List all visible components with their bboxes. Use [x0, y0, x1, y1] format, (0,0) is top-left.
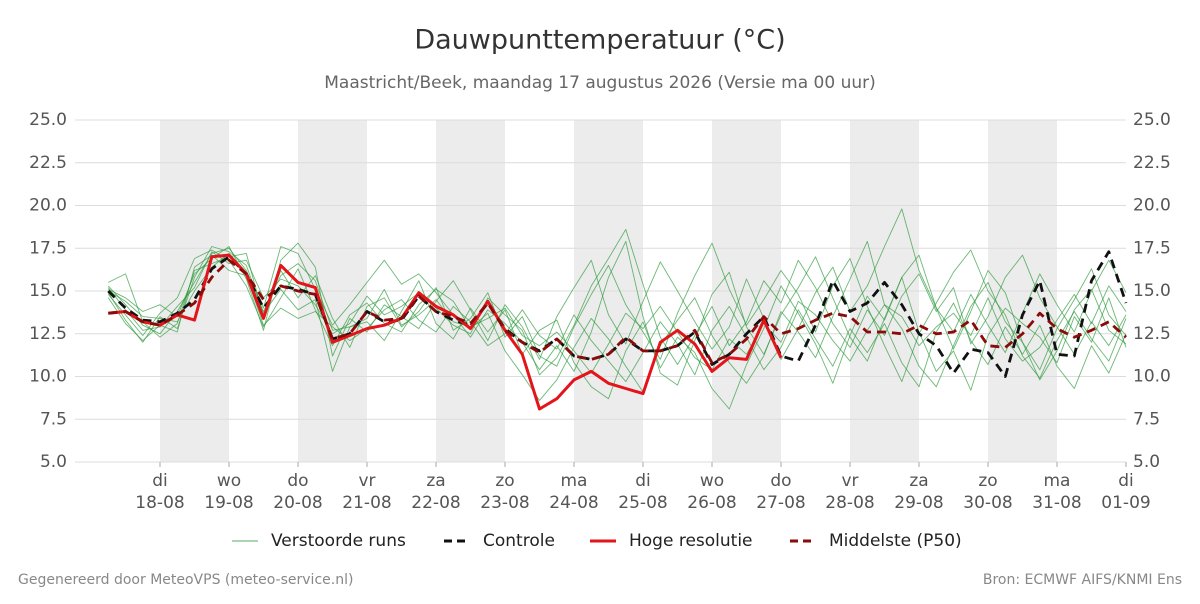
legend-label: Verstoorde runs [271, 531, 406, 551]
x-tick-day: wo [700, 471, 724, 491]
y-tick-label: 5.0 [40, 452, 67, 472]
x-tick-label: 23-08 [480, 493, 529, 513]
y2-tick-label: 22.5 [1133, 153, 1171, 173]
ensemble-line [107, 240, 1127, 401]
y2-tick-label: 25.0 [1133, 110, 1171, 130]
x-tick-day: vr [841, 471, 858, 491]
x-tick-label: 24-08 [549, 493, 598, 513]
x-tick-day: za [426, 471, 445, 491]
x-tick-label: 28-08 [825, 493, 874, 513]
y-tick-label: 17.5 [29, 238, 67, 258]
x-tick-day: vr [358, 471, 375, 491]
y-tick-label: 12.5 [29, 324, 67, 344]
y-tick-label: 7.5 [40, 409, 67, 429]
x-tick-label: 31-08 [1032, 493, 1081, 513]
x-tick-label: 01-09 [1101, 493, 1150, 513]
y2-tick-label: 12.5 [1133, 324, 1171, 344]
x-tick-label: 19-08 [204, 493, 253, 513]
y-tick-label: 22.5 [29, 153, 67, 173]
x-tick-label: 30-08 [963, 493, 1012, 513]
x-tick-day: do [770, 471, 791, 491]
y-tick-label: 15.0 [29, 281, 67, 301]
legend-label: Controle [483, 531, 555, 551]
y-tick-label: 10.0 [29, 367, 67, 387]
x-tick-label: 18-08 [135, 493, 184, 513]
y2-tick-label: 20.0 [1133, 196, 1171, 216]
x-tick-day: wo [217, 471, 241, 491]
y2-tick-label: 5.0 [1133, 452, 1160, 472]
x-tick-day: za [909, 471, 928, 491]
x-tick-day: di [152, 471, 168, 491]
legend-label: Middelste (P50) [829, 531, 962, 551]
x-tick-label: 20-08 [273, 493, 322, 513]
y2-tick-label: 7.5 [1133, 409, 1160, 429]
x-tick-day: di [1118, 471, 1134, 491]
ensemble-line [107, 254, 1127, 389]
y-tick-label: 20.0 [29, 196, 67, 216]
x-tick-label: 26-08 [687, 493, 736, 513]
x-tick-label: 25-08 [618, 493, 667, 513]
x-tick-label: 27-08 [756, 493, 805, 513]
x-tick-day: zo [495, 471, 514, 491]
x-tick-label: 22-08 [411, 493, 460, 513]
x-tick-day: zo [978, 471, 997, 491]
y-tick-label: 25.0 [29, 110, 67, 130]
x-tick-day: ma [561, 471, 588, 491]
footer-source: Bron: ECMWF AIFS/KNMI Ens [983, 572, 1182, 588]
y2-tick-label: 10.0 [1133, 367, 1171, 387]
x-tick-label: 21-08 [342, 493, 391, 513]
x-tick-day: ma [1044, 471, 1071, 491]
chart-subtitle: Maastricht/Beek, maandag 17 augustus 202… [324, 73, 876, 93]
series-line [108, 253, 783, 411]
series-line [107, 250, 1128, 378]
legend-label: Hoge resolutie [629, 531, 753, 551]
x-tick-label: 29-08 [894, 493, 943, 513]
x-tick-day: do [287, 471, 308, 491]
ensemble-line [108, 252, 1127, 374]
y2-tick-label: 15.0 [1133, 281, 1171, 301]
ensemble-line [107, 240, 1127, 386]
footer-credit: Gegenereerd door MeteoVPS (meteo-service… [18, 572, 353, 588]
ensemble-line [107, 246, 1127, 410]
y2-tick-label: 17.5 [1133, 238, 1171, 258]
chart-title: Dauwpunttemperatuur (°C) [414, 25, 785, 56]
x-tick-day: di [635, 471, 651, 491]
